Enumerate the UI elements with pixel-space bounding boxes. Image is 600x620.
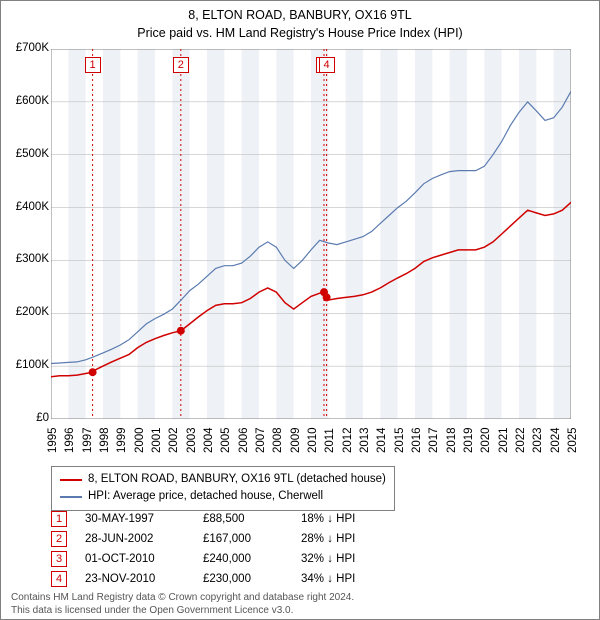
chart-container: 8, ELTON ROAD, BANBURY, OX16 9TL Price p… (0, 0, 600, 620)
table-row: 1 30-MAY-1997 £88,500 18% ↓ HPI (51, 509, 381, 529)
sale-marker-1: 1 (51, 511, 67, 527)
footer-line1: Contains HM Land Registry data © Crown c… (11, 591, 354, 604)
legend-label: HPI: Average price, detached house, Cher… (88, 488, 323, 505)
sale-price: £88,500 (203, 513, 283, 525)
y-axis-label: £0 (5, 412, 49, 424)
x-axis-label: 2022 (515, 427, 527, 453)
sale-date: 28-JUN-2002 (85, 533, 185, 545)
table-row: 2 28-JUN-2002 £167,000 28% ↓ HPI (51, 529, 381, 549)
x-axis-label: 2014 (376, 427, 388, 453)
legend: 8, ELTON ROAD, BANBURY, OX16 9TL (detach… (51, 466, 395, 511)
legend-label: 8, ELTON ROAD, BANBURY, OX16 9TL (detach… (88, 471, 386, 488)
x-axis-label: 2024 (550, 427, 562, 453)
x-axis-label: 2003 (186, 427, 198, 453)
sale-diff: 34% ↓ HPI (301, 573, 381, 585)
footer: Contains HM Land Registry data © Crown c… (11, 591, 354, 617)
y-axis-label: £500K (5, 148, 49, 160)
x-axis-label: 1995 (47, 427, 59, 453)
chart-area (51, 49, 571, 419)
x-axis-label: 2001 (151, 427, 163, 453)
x-axis-label: 2017 (428, 427, 440, 453)
x-axis-label: 2000 (134, 427, 146, 453)
sale-price: £167,000 (203, 533, 283, 545)
legend-swatch (60, 479, 82, 481)
x-axis-label: 1999 (116, 427, 128, 453)
legend-item-hpi: HPI: Average price, detached house, Cher… (60, 488, 386, 505)
x-axis-label: 1997 (82, 427, 94, 453)
x-axis-label: 2004 (203, 427, 215, 453)
x-axis-label: 2016 (411, 427, 423, 453)
x-axis-label: 2018 (446, 427, 458, 453)
table-row: 4 23-NOV-2010 £230,000 34% ↓ HPI (51, 569, 381, 589)
sale-diff: 32% ↓ HPI (301, 553, 381, 565)
sale-marker-2: 2 (51, 531, 67, 547)
sale-marker-4: 4 (51, 571, 67, 587)
x-axis-label: 2025 (567, 427, 579, 453)
x-axis-label: 2007 (255, 427, 267, 453)
x-axis-label: 2020 (480, 427, 492, 453)
title-subtitle: Price paid vs. HM Land Registry's House … (1, 25, 599, 43)
sale-diff: 28% ↓ HPI (301, 533, 381, 545)
x-axis-label: 1996 (64, 427, 76, 453)
legend-item-property: 8, ELTON ROAD, BANBURY, OX16 9TL (detach… (60, 471, 386, 488)
x-axis-label: 2013 (359, 427, 371, 453)
legend-swatch (60, 496, 82, 498)
x-axis-label: 2005 (220, 427, 232, 453)
sale-date: 01-OCT-2010 (85, 553, 185, 565)
x-axis-label: 2012 (342, 427, 354, 453)
sale-marker-flag: 1 (85, 57, 101, 73)
chart-svg (51, 49, 571, 419)
footer-line2: This data is licensed under the Open Gov… (11, 604, 354, 617)
sale-date: 23-NOV-2010 (85, 573, 185, 585)
x-axis-label: 2008 (272, 427, 284, 453)
sale-diff: 18% ↓ HPI (301, 513, 381, 525)
x-axis-label: 2010 (307, 427, 319, 453)
sale-date: 30-MAY-1997 (85, 513, 185, 525)
y-axis-label: £700K (5, 42, 49, 54)
y-axis-label: £100K (5, 359, 49, 371)
x-axis-label: 2002 (168, 427, 180, 453)
x-axis-label: 2006 (238, 427, 250, 453)
x-axis-label: 2011 (324, 428, 336, 453)
x-axis-label: 2015 (394, 427, 406, 453)
x-axis-label: 2019 (463, 427, 475, 453)
table-row: 3 01-OCT-2010 £240,000 32% ↓ HPI (51, 549, 381, 569)
y-axis-label: £600K (5, 95, 49, 107)
x-axis-label: 2021 (498, 427, 510, 453)
title-block: 8, ELTON ROAD, BANBURY, OX16 9TL Price p… (1, 1, 599, 42)
x-axis-label: 2023 (532, 427, 544, 453)
sale-marker-flag: 2 (173, 57, 189, 73)
sales-table: 1 30-MAY-1997 £88,500 18% ↓ HPI 2 28-JUN… (51, 509, 381, 589)
y-axis-label: £400K (5, 201, 49, 213)
title-address: 8, ELTON ROAD, BANBURY, OX16 9TL (1, 7, 599, 25)
x-axis-label: 1998 (99, 427, 111, 453)
x-axis-label: 2009 (290, 427, 302, 453)
sale-marker-flag: 4 (319, 57, 335, 73)
sale-price: £240,000 (203, 553, 283, 565)
y-axis-label: £200K (5, 306, 49, 318)
sale-price: £230,000 (203, 573, 283, 585)
sale-marker-3: 3 (51, 551, 67, 567)
y-axis-label: £300K (5, 253, 49, 265)
